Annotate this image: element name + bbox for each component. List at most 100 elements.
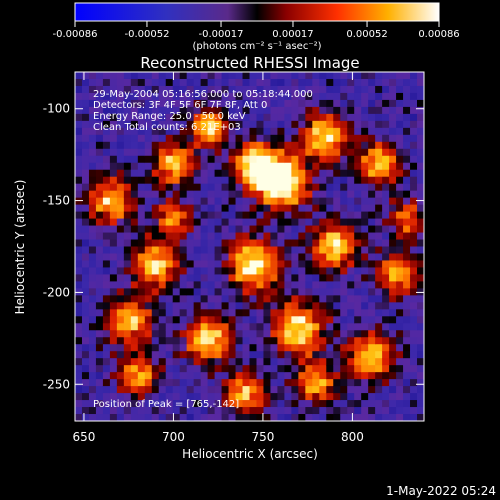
heatmap-cell	[242, 358, 250, 366]
heatmap-cell	[340, 288, 348, 296]
heatmap-cell	[193, 281, 202, 289]
heatmap-cell	[347, 351, 355, 359]
heatmap-cell	[298, 337, 306, 345]
heatmap-cell	[193, 92, 202, 101]
heatmap-cell	[228, 113, 237, 122]
heatmap-cell	[172, 162, 181, 171]
heatmap-cell	[95, 344, 104, 352]
heatmap-cell	[207, 302, 216, 310]
heatmap-cell	[102, 330, 111, 338]
heatmap-cell	[256, 155, 264, 164]
heatmap-cell	[221, 365, 230, 373]
heatmap-cell	[214, 204, 223, 213]
heatmap-cell	[193, 106, 202, 115]
heatmap-cell	[263, 288, 271, 296]
heatmap-cell	[298, 176, 306, 185]
heatmap-cell	[88, 358, 97, 366]
heatmap-cell	[333, 246, 341, 254]
heatmap-cell	[186, 330, 195, 338]
heatmap-cell	[347, 260, 355, 268]
heatmap-cell	[116, 120, 125, 129]
heatmap-cell	[235, 176, 244, 185]
heatmap-cell	[270, 316, 278, 324]
heatmap-cell	[410, 309, 418, 317]
heatmap-cell	[130, 407, 139, 415]
heatmap-cell	[221, 155, 230, 164]
heatmap-cell	[340, 358, 348, 366]
heatmap-cell	[263, 330, 271, 338]
heatmap-cell	[249, 379, 257, 387]
heatmap-cell	[256, 316, 264, 324]
heatmap-cell	[256, 99, 264, 108]
heatmap-cell	[277, 302, 285, 310]
heatmap-cell	[200, 197, 209, 206]
heatmap-cell	[186, 344, 195, 352]
heatmap-cell	[137, 344, 146, 352]
heatmap-cell	[305, 232, 313, 241]
heatmap-cell	[158, 358, 167, 366]
heatmap-cell	[172, 239, 181, 247]
heatmap-cell	[291, 85, 299, 94]
heatmap-cell	[410, 155, 418, 164]
heatmap-cell	[88, 99, 97, 108]
heatmap-cell	[291, 239, 299, 247]
heatmap-cell	[354, 288, 362, 296]
heatmap-cell	[319, 365, 327, 373]
heatmap-cell	[298, 267, 306, 275]
heatmap-cell	[403, 246, 411, 254]
heatmap-cell	[417, 190, 425, 199]
heatmap-cell	[382, 323, 390, 331]
heatmap-cell	[242, 127, 250, 136]
heatmap-cell	[193, 386, 202, 394]
heatmap-cell	[354, 330, 362, 338]
heatmap-cell	[284, 127, 292, 136]
heatmap-cell	[214, 330, 223, 338]
heatmap-cell	[410, 218, 418, 227]
heatmap-cell	[81, 225, 90, 234]
heatmap-cell	[361, 316, 369, 324]
heatmap-cell	[75, 372, 83, 380]
heatmap-cell	[179, 372, 188, 380]
heatmap-cell	[298, 365, 306, 373]
heatmap-cell	[109, 232, 118, 241]
heatmap-cell	[284, 351, 292, 359]
heatmap-cell	[270, 141, 278, 150]
heatmap-cell	[102, 372, 111, 380]
heatmap-cell	[256, 232, 264, 241]
heatmap-cell	[354, 400, 362, 408]
heatmap-cell	[277, 127, 285, 136]
heatmap-cell	[375, 379, 383, 387]
heatmap-cell	[214, 106, 223, 115]
heatmap-cell	[144, 141, 153, 150]
heatmap-cell	[123, 246, 132, 254]
heatmap-cell	[305, 295, 313, 303]
heatmap-cell	[214, 148, 223, 157]
heatmap-cell	[347, 155, 355, 164]
heatmap-cell	[242, 393, 250, 401]
heatmap-cell	[305, 183, 313, 192]
heatmap-cell	[396, 134, 404, 143]
heatmap-cell	[186, 253, 195, 261]
heatmap-cell	[165, 169, 174, 178]
heatmap-cell	[277, 267, 285, 275]
heatmap-cell	[382, 393, 390, 401]
heatmap-cell	[291, 372, 299, 380]
heatmap-cell	[151, 141, 160, 150]
heatmap-cell	[179, 351, 188, 359]
heatmap-cell	[291, 351, 299, 359]
heatmap-cell	[263, 281, 271, 289]
heatmap-cell	[340, 176, 348, 185]
heatmap-cell	[207, 204, 216, 213]
heatmap-cell	[95, 281, 104, 289]
heatmap-cell	[249, 148, 257, 157]
heatmap-cell	[75, 344, 83, 352]
heatmap-cell	[109, 330, 118, 338]
heatmap-cell	[207, 358, 216, 366]
heatmap-cell	[403, 358, 411, 366]
heatmap-cell	[109, 267, 118, 275]
heatmap-cell	[396, 106, 404, 115]
heatmap-cell	[298, 155, 306, 164]
heatmap-cell	[410, 113, 418, 122]
heatmap-cell	[347, 365, 355, 373]
heatmap-cell	[319, 92, 327, 101]
